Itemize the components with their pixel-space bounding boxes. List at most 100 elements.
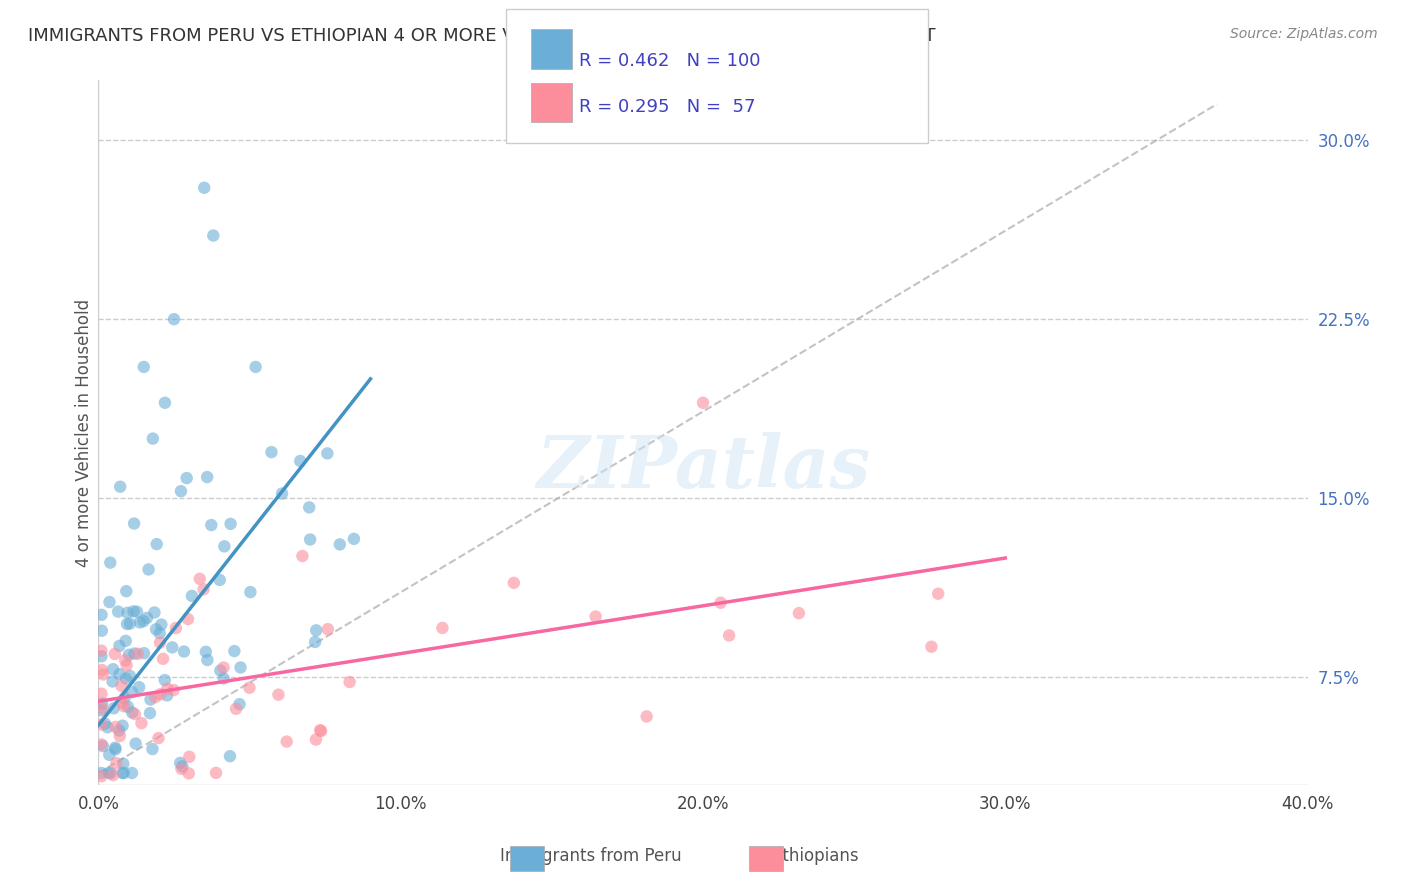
Ethiopians: [165, 621, 187, 635]
Immigrants from Peru: [96, 720, 118, 734]
Immigrants from Peru: [176, 471, 198, 485]
Immigrants from Peru: [114, 633, 136, 648]
Immigrants from Peru: [100, 766, 122, 780]
Ethiopians: [124, 707, 146, 722]
Immigrants from Peru: [107, 605, 129, 619]
Ethiopians: [111, 679, 134, 693]
Ethiopians: [170, 762, 193, 776]
Ethiopians: [205, 765, 228, 780]
Immigrants from Peru: [125, 605, 148, 619]
Ethiopians: [127, 647, 149, 661]
Immigrants from Peru: [143, 606, 166, 620]
Immigrants from Peru: [115, 617, 138, 632]
Ethiopians: [309, 723, 332, 738]
Immigrants from Peru: [114, 672, 136, 686]
Immigrants from Peru: [209, 664, 232, 678]
Ethiopians: [105, 756, 128, 770]
Ethiopians: [91, 667, 114, 681]
Ethiopians: [108, 729, 131, 743]
Immigrants from Peru: [124, 647, 146, 661]
Immigrants from Peru: [104, 740, 127, 755]
Immigrants from Peru: [90, 703, 112, 717]
Immigrants from Peru: [128, 680, 150, 694]
Ethiopians: [502, 575, 524, 590]
Ethiopians: [148, 731, 170, 746]
Y-axis label: 4 or more Vehicles in Household: 4 or more Vehicles in Household: [75, 299, 93, 566]
Immigrants from Peru: [219, 516, 242, 531]
Immigrants from Peru: [101, 662, 124, 676]
Ethiopians: [177, 612, 200, 626]
Immigrants from Peru: [108, 723, 131, 738]
Immigrants from Peru: [139, 706, 162, 720]
Text: Ethiopians: Ethiopians: [772, 847, 859, 865]
Ethiopians: [149, 687, 172, 701]
Immigrants from Peru: [90, 607, 112, 622]
Immigrants from Peru: [153, 396, 176, 410]
Ethiopians: [177, 766, 200, 780]
Immigrants from Peru: [150, 617, 173, 632]
Ethiopians: [238, 681, 260, 695]
Immigrants from Peru: [219, 749, 242, 764]
Ethiopians: [920, 640, 942, 654]
Ethiopians: [276, 734, 298, 748]
Immigrants from Peru: [229, 660, 252, 674]
Text: ZIPatlas: ZIPatlas: [536, 433, 870, 503]
Immigrants from Peru: [245, 359, 267, 374]
Immigrants from Peru: [101, 674, 124, 689]
Ethiopians: [305, 732, 328, 747]
Immigrants from Peru: [194, 645, 217, 659]
Immigrants from Peru: [316, 446, 339, 460]
Immigrants from Peru: [132, 614, 155, 628]
Immigrants from Peru: [114, 690, 136, 705]
Immigrants from Peru: [163, 312, 186, 326]
Immigrants from Peru: [343, 532, 366, 546]
Immigrants from Peru: [122, 604, 145, 618]
Immigrants from Peru: [132, 359, 155, 374]
Immigrants from Peru: [121, 706, 143, 720]
Immigrants from Peru: [145, 622, 167, 636]
Text: R = 0.462   N = 100: R = 0.462 N = 100: [579, 52, 761, 70]
Immigrants from Peru: [162, 640, 184, 655]
Ethiopians: [104, 720, 127, 734]
Immigrants from Peru: [169, 756, 191, 770]
Immigrants from Peru: [111, 766, 134, 780]
Immigrants from Peru: [290, 454, 312, 468]
Immigrants from Peru: [129, 615, 152, 630]
Ethiopians: [710, 596, 733, 610]
Ethiopians: [90, 769, 112, 783]
Ethiopians: [112, 699, 135, 714]
Immigrants from Peru: [112, 766, 135, 780]
Immigrants from Peru: [91, 739, 114, 753]
Immigrants from Peru: [136, 611, 159, 625]
Ethiopians: [927, 587, 949, 601]
Immigrants from Peru: [115, 584, 138, 599]
Ethiopians: [585, 609, 607, 624]
Immigrants from Peru: [132, 646, 155, 660]
Ethiopians: [267, 688, 290, 702]
Immigrants from Peru: [197, 653, 219, 667]
Immigrants from Peru: [141, 742, 163, 756]
Immigrants from Peru: [108, 480, 131, 494]
Immigrants from Peru: [112, 756, 135, 771]
Ethiopians: [91, 663, 114, 677]
Ethiopians: [149, 635, 172, 649]
Immigrants from Peru: [121, 766, 143, 780]
Immigrants from Peru: [108, 667, 131, 681]
Immigrants from Peru: [170, 484, 193, 499]
Immigrants from Peru: [139, 692, 162, 706]
Immigrants from Peru: [118, 669, 141, 683]
Immigrants from Peru: [305, 624, 328, 638]
Immigrants from Peru: [103, 701, 125, 715]
Immigrants from Peru: [97, 766, 120, 780]
Immigrants from Peru: [98, 556, 121, 570]
Immigrants from Peru: [142, 432, 165, 446]
Ethiopians: [432, 621, 454, 635]
Ethiopians: [309, 724, 332, 739]
Immigrants from Peru: [271, 486, 294, 500]
Ethiopians: [90, 687, 112, 701]
Immigrants from Peru: [298, 500, 321, 515]
Immigrants from Peru: [90, 624, 112, 638]
Immigrants from Peru: [90, 649, 112, 664]
Ethiopians: [90, 643, 112, 657]
Immigrants from Peru: [94, 716, 117, 731]
